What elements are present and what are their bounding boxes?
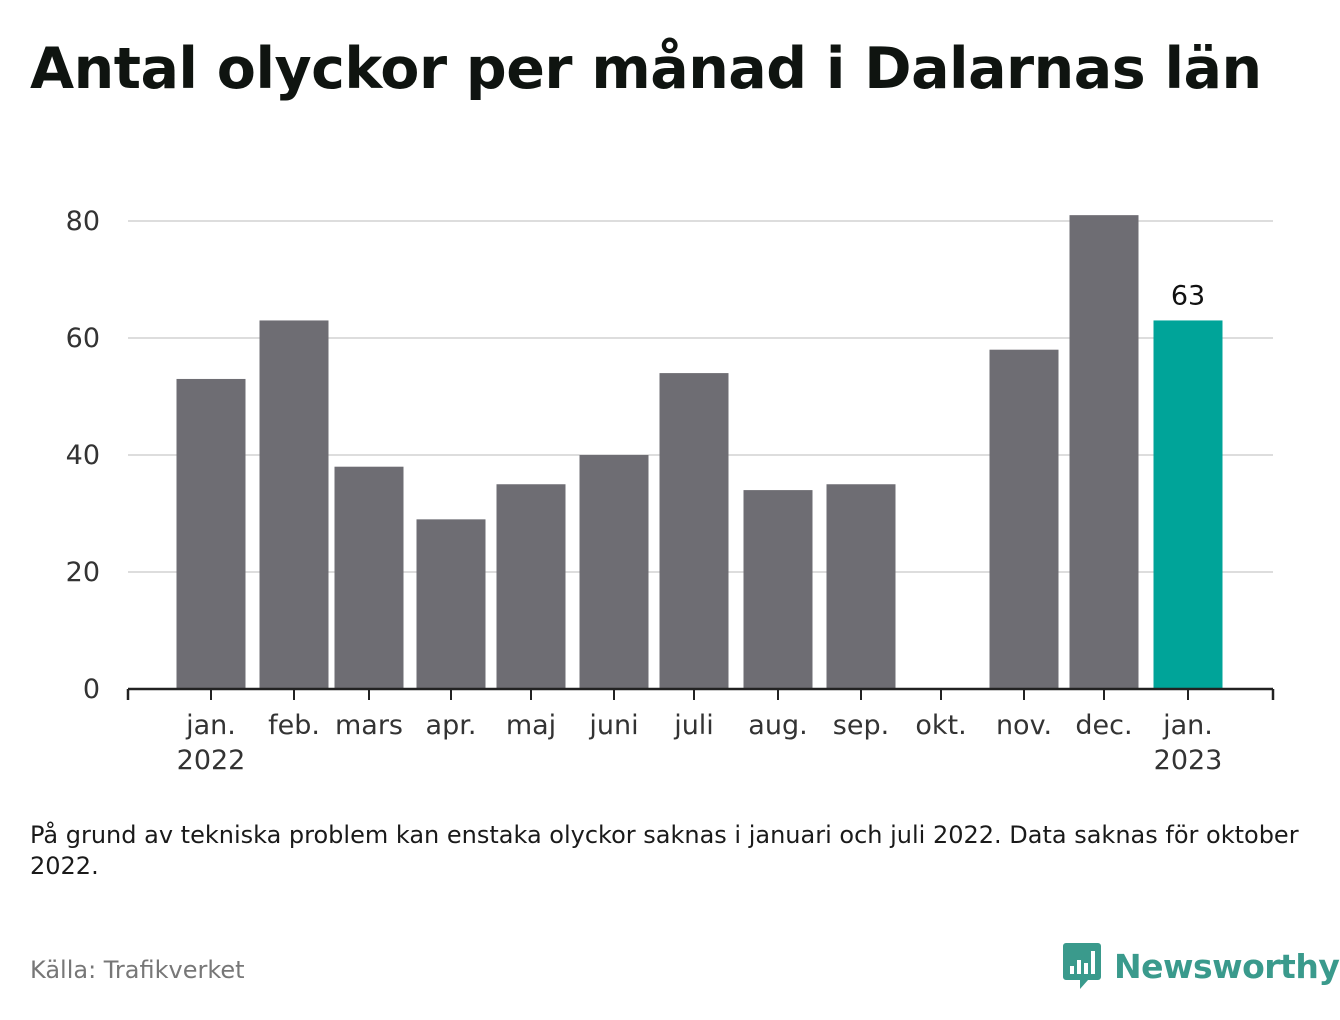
bar: [989, 349, 1059, 689]
x-tick-label: jan.: [185, 710, 236, 741]
x-tick-label: 2023: [1154, 745, 1223, 776]
newsworthy-logo: Newsworthy: [1062, 940, 1340, 992]
x-tick-label: aug.: [748, 710, 807, 741]
x-tick-label: apr.: [426, 710, 477, 741]
bar: [259, 320, 329, 689]
x-tick-label: maj: [506, 710, 556, 741]
x-tick-label: dec.: [1075, 710, 1132, 741]
x-tick-label: nov.: [996, 710, 1052, 741]
bar: [743, 490, 813, 689]
bar-chart: 0 20 40 60 80 63 jan. 2022 feb. mars apr. maj juni ju…: [66, 206, 1275, 776]
chart-note: På grund av tekniska problem kan enstaka…: [30, 821, 1299, 880]
bar: [659, 373, 729, 689]
y-tick-label: 40: [66, 440, 100, 471]
y-tick-label: 0: [83, 674, 100, 705]
bar: [416, 519, 486, 689]
y-tick-label: 60: [66, 323, 100, 354]
x-tick-label: juli: [673, 710, 714, 741]
bar: [1069, 215, 1139, 689]
x-tick-label: feb.: [268, 710, 320, 741]
x-tick-label: sep.: [833, 710, 889, 741]
bar: [176, 378, 246, 689]
bar: [826, 484, 896, 689]
y-tick-label: 20: [66, 557, 100, 588]
x-tick-label: okt.: [915, 710, 966, 741]
newsworthy-logo-icon: [1063, 943, 1101, 989]
chart-title: Antal olyckor per månad i Dalarnas län: [30, 36, 1262, 102]
x-tick-label: jan.: [1162, 710, 1213, 741]
x-tick-label: 2022: [177, 745, 246, 776]
x-tick-label: juni: [588, 710, 638, 741]
brand-name: Newsworthy: [1114, 946, 1340, 986]
x-tick-label: mars: [335, 710, 403, 741]
data-label: 63: [1171, 280, 1205, 311]
bar: [496, 484, 566, 689]
bar: [579, 455, 649, 689]
source-label: Källa: Trafikverket: [30, 956, 245, 984]
y-tick-label: 80: [66, 206, 100, 237]
bar: [1153, 320, 1223, 689]
bar: [334, 466, 404, 689]
